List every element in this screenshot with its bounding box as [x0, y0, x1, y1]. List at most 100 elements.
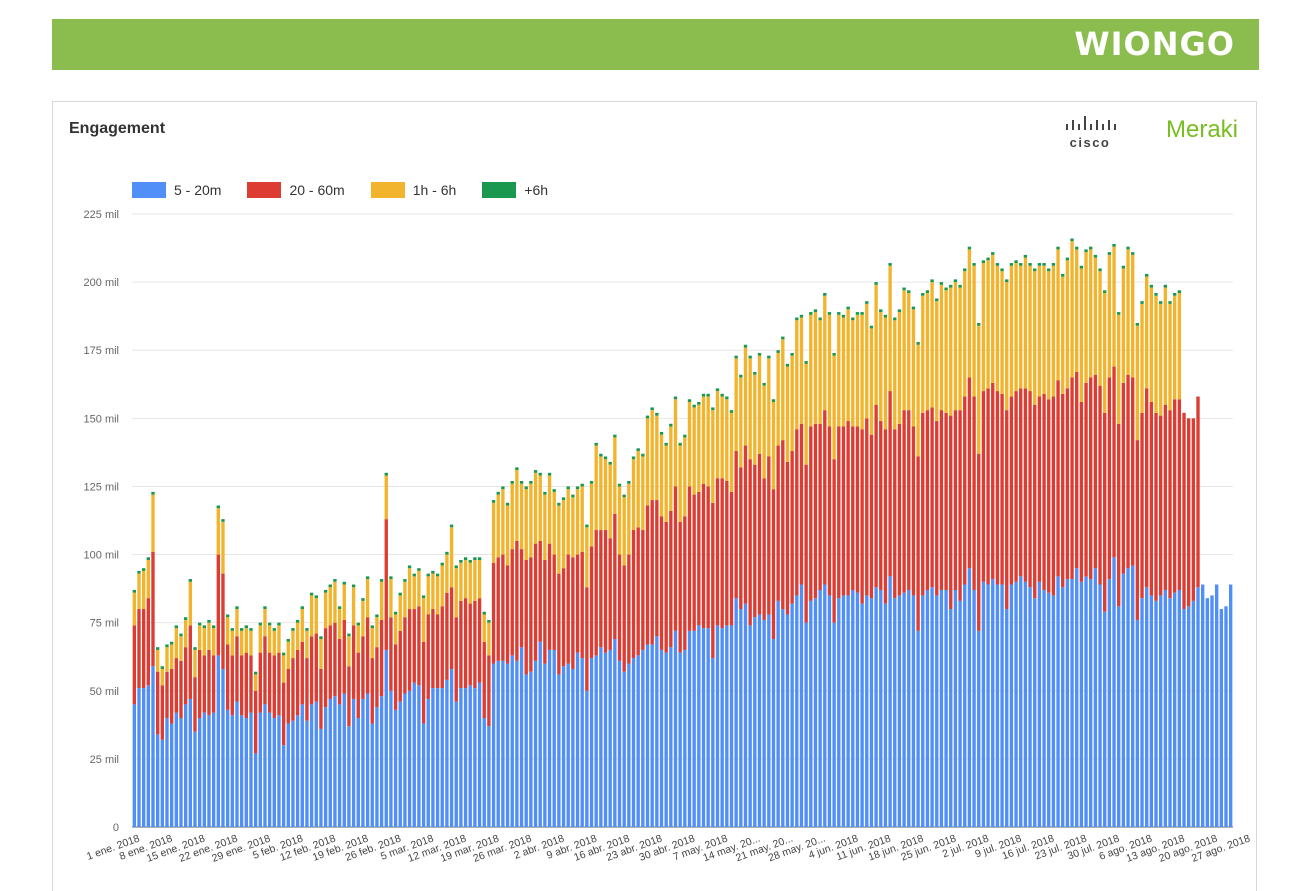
bar-segment[interactable]: [757, 453, 762, 615]
bar-segment[interactable]: [169, 723, 174, 827]
bar-segment[interactable]: [575, 489, 580, 555]
bar-segment[interactable]: [585, 587, 589, 691]
bar-segment[interactable]: [552, 489, 556, 492]
bar-segment[interactable]: [272, 628, 276, 631]
bar-segment[interactable]: [533, 470, 538, 473]
bar-segment[interactable]: [627, 663, 631, 827]
bar-segment[interactable]: [253, 671, 258, 675]
bar-segment[interactable]: [958, 600, 962, 827]
bar-segment[interactable]: [501, 489, 505, 555]
bar-segment[interactable]: [827, 314, 832, 427]
bar-segment[interactable]: [991, 252, 995, 255]
bar-segment[interactable]: [655, 500, 659, 637]
bar-segment[interactable]: [725, 399, 729, 481]
bar-segment[interactable]: [491, 663, 496, 827]
bar-segment[interactable]: [1214, 584, 1219, 827]
bar-segment[interactable]: [683, 516, 687, 650]
bar-segment[interactable]: [538, 641, 542, 827]
bar-segment[interactable]: [874, 404, 878, 588]
bar-segment[interactable]: [683, 434, 687, 438]
bar-segment[interactable]: [356, 718, 360, 827]
bar-segment[interactable]: [1089, 249, 1093, 378]
bar-segment[interactable]: [239, 715, 244, 827]
bar-segment[interactable]: [1084, 382, 1088, 577]
bar-segment[interactable]: [524, 489, 528, 561]
bar-segment[interactable]: [701, 396, 706, 484]
bar-segment[interactable]: [725, 481, 729, 626]
bar-segment[interactable]: [1112, 366, 1116, 558]
bar-segment[interactable]: [799, 317, 804, 424]
bar-segment[interactable]: [314, 633, 318, 702]
bar-segment[interactable]: [1131, 377, 1135, 566]
bar-segment[interactable]: [1014, 581, 1018, 827]
bar-segment[interactable]: [659, 431, 664, 435]
bar-segment[interactable]: [342, 584, 346, 620]
bar-segment[interactable]: [813, 309, 818, 313]
bar-segment[interactable]: [855, 426, 860, 593]
bar-segment[interactable]: [165, 671, 169, 719]
bar-segment[interactable]: [295, 622, 300, 650]
bar-segment[interactable]: [403, 579, 407, 582]
bar-segment[interactable]: [491, 502, 496, 563]
bar-segment[interactable]: [435, 576, 440, 615]
bar-segment[interactable]: [827, 312, 832, 315]
bar-segment[interactable]: [650, 407, 654, 411]
bar-segment[interactable]: [851, 317, 855, 321]
bar-segment[interactable]: [225, 617, 230, 645]
bar-segment[interactable]: [888, 263, 892, 266]
bar-segment[interactable]: [725, 396, 729, 400]
bar-segment[interactable]: [1009, 265, 1014, 397]
bar-segment[interactable]: [1005, 282, 1009, 411]
bar-segment[interactable]: [748, 625, 752, 827]
bar-segment[interactable]: [832, 352, 836, 356]
bar-segment[interactable]: [1079, 268, 1084, 402]
bar-segment[interactable]: [949, 609, 953, 827]
bar-segment[interactable]: [678, 521, 682, 653]
bar-segment[interactable]: [361, 636, 365, 699]
bar-segment[interactable]: [869, 325, 874, 329]
bar-segment[interactable]: [972, 263, 976, 266]
bar-segment[interactable]: [729, 491, 734, 626]
bar-segment[interactable]: [384, 475, 388, 520]
bar-segment[interactable]: [1112, 246, 1116, 367]
bar-segment[interactable]: [529, 557, 533, 672]
bar-segment[interactable]: [1047, 592, 1051, 827]
bar-segment[interactable]: [916, 456, 920, 631]
bar-segment[interactable]: [258, 625, 262, 653]
bar-segment[interactable]: [529, 481, 533, 484]
bar-segment[interactable]: [1140, 598, 1144, 827]
bar-segment[interactable]: [277, 625, 281, 653]
bar-segment[interactable]: [1047, 399, 1051, 593]
bar-segment[interactable]: [337, 704, 342, 827]
bar-segment[interactable]: [435, 688, 440, 827]
bar-segment[interactable]: [851, 320, 855, 427]
bar-segment[interactable]: [972, 265, 976, 397]
bar-segment[interactable]: [221, 521, 225, 574]
bar-segment[interactable]: [1056, 246, 1060, 250]
bar-segment[interactable]: [1140, 412, 1144, 599]
bar-segment[interactable]: [1070, 241, 1074, 378]
legend-item-1h-6h[interactable]: 1h - 6h: [370, 182, 456, 198]
bar-segment[interactable]: [379, 579, 384, 582]
bar-segment[interactable]: [337, 639, 342, 705]
bar-segment[interactable]: [911, 309, 916, 427]
bar-segment[interactable]: [897, 595, 902, 827]
bar-segment[interactable]: [655, 636, 659, 827]
bar-segment[interactable]: [328, 584, 332, 588]
bar-segment[interactable]: [272, 655, 276, 719]
bar-segment[interactable]: [692, 407, 696, 495]
bar-segment[interactable]: [1098, 268, 1102, 272]
bar-segment[interactable]: [412, 573, 416, 577]
bar-segment[interactable]: [141, 609, 146, 689]
bar-segment[interactable]: [323, 589, 328, 593]
bar-segment[interactable]: [571, 668, 575, 827]
bar-segment[interactable]: [193, 649, 197, 678]
bar-segment[interactable]: [449, 527, 454, 588]
bar-segment[interactable]: [823, 410, 827, 585]
bar-segment[interactable]: [580, 486, 584, 552]
bar-segment[interactable]: [953, 589, 958, 827]
bar-segment[interactable]: [519, 481, 524, 484]
bar-segment[interactable]: [799, 423, 804, 585]
bar-segment[interactable]: [543, 491, 547, 495]
bar-segment[interactable]: [491, 500, 496, 503]
